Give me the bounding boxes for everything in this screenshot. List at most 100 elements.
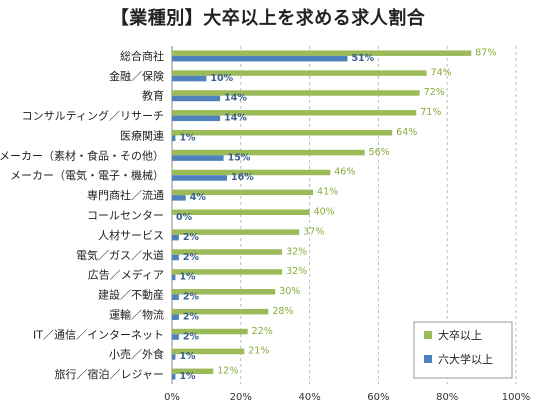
bar-daisotsu — [172, 50, 472, 56]
data-label: 32% — [286, 266, 307, 277]
data-label: 40% — [314, 207, 335, 218]
bar-daisotsu — [172, 70, 427, 76]
category-label: 建設／不動産 — [98, 288, 164, 302]
data-label: 87% — [475, 47, 496, 58]
data-label: 16% — [231, 172, 254, 183]
bar-daisotsu — [172, 90, 420, 96]
category-label: コールセンター — [87, 209, 164, 222]
bar-daisotsu — [172, 110, 417, 116]
category-label: 電気／ガス／水道 — [76, 248, 164, 262]
bar-rokudaigaku — [172, 75, 207, 82]
bar-daisotsu — [172, 269, 283, 275]
data-label: 12% — [217, 366, 238, 377]
bar-rokudaigaku — [172, 175, 228, 181]
data-label: 2% — [183, 331, 200, 342]
category-label: コンサルティング／リサーチ — [22, 109, 164, 123]
x-tick-labels: 0% 20% 40% 60% 80% 100% — [164, 392, 530, 403]
data-label: 1% — [179, 272, 196, 283]
category-labels: 総合商社金融／保険教育コンサルティング／リサーチ医療関連メーカー（素材・食品・そ… — [0, 49, 164, 381]
x-tick-label: 20% — [230, 392, 252, 403]
legend-swatch — [424, 331, 432, 339]
bar-daisotsu — [172, 249, 283, 255]
category-label: 旅行／宿泊／レジャー — [55, 367, 164, 381]
bar-rokudaigaku — [172, 115, 221, 122]
category-label: 総合商社 — [120, 49, 164, 63]
data-label: 0% — [176, 212, 193, 223]
data-label: 22% — [252, 326, 273, 337]
bar-daisotsu — [172, 229, 300, 235]
bar-rokudaigaku — [172, 55, 348, 62]
data-label: 4% — [190, 192, 207, 203]
bar-rokudaigaku — [172, 274, 176, 281]
bar-rokudaigaku — [172, 155, 224, 161]
bar-rokudaigaku — [172, 354, 176, 360]
data-label: 21% — [248, 346, 269, 357]
chart-title: 【業種別】大卒以上を求める求人割合 — [110, 8, 426, 29]
category-label: IT／通信／インターネット — [33, 328, 164, 341]
category-label: 専門商社／流通 — [87, 188, 164, 202]
data-label: 71% — [420, 107, 441, 118]
data-label: 14% — [224, 113, 247, 124]
data-label: 74% — [431, 67, 452, 78]
bars — [172, 50, 472, 380]
data-label: 32% — [286, 246, 307, 257]
bar-daisotsu — [172, 189, 314, 196]
x-tick-label: 40% — [298, 392, 320, 403]
data-label: 56% — [369, 147, 390, 158]
data-label: 2% — [183, 232, 200, 243]
bar-rokudaigaku — [172, 374, 176, 380]
legend-label: 大卒以上 — [438, 328, 482, 342]
category-label: 教育 — [142, 89, 164, 103]
data-label: 1% — [179, 351, 196, 362]
bar-daisotsu — [172, 209, 310, 215]
category-label: 小売／外食 — [109, 347, 164, 361]
legend-swatch — [424, 355, 432, 363]
data-label: 10% — [210, 73, 233, 84]
legend-label: 六大学以上 — [438, 352, 493, 366]
bar-rokudaigaku — [172, 95, 221, 102]
bar-rokudaigaku — [172, 294, 179, 301]
bar-rokudaigaku — [172, 314, 179, 320]
data-label: 2% — [183, 252, 200, 263]
x-tick-label: 60% — [367, 392, 389, 403]
bar-daisotsu — [172, 129, 393, 136]
bar-rokudaigaku — [172, 135, 176, 141]
data-label: 2% — [183, 292, 200, 303]
data-label: 64% — [396, 127, 417, 138]
bar-rokudaigaku — [172, 234, 179, 241]
data-label: 2% — [183, 311, 200, 322]
data-label: 37% — [303, 226, 324, 237]
x-tick-label: 0% — [164, 392, 180, 403]
bar-daisotsu — [172, 348, 245, 355]
bar-daisotsu — [172, 169, 331, 176]
category-label: メーカー（素材・食品・その他） — [0, 148, 164, 162]
data-label: 51% — [351, 53, 374, 64]
data-label: 15% — [228, 152, 251, 163]
data-label: 72% — [424, 87, 445, 98]
bar-daisotsu — [172, 368, 214, 375]
bar-rokudaigaku — [172, 334, 179, 340]
category-label: 金融／保険 — [109, 69, 164, 83]
bar-daisotsu — [172, 289, 276, 295]
data-label: 41% — [317, 187, 338, 198]
data-label: 1% — [179, 371, 196, 382]
bar-rokudaigaku — [172, 254, 179, 261]
bar-daisotsu — [172, 328, 248, 335]
category-label: 人材サービス — [98, 228, 164, 242]
x-tick-label: 80% — [436, 392, 458, 403]
data-label: 14% — [224, 93, 247, 104]
category-label: 医療関連 — [120, 128, 164, 142]
category-label: メーカー（電気・電子・機械） — [10, 168, 164, 182]
bar-daisotsu — [172, 149, 365, 156]
category-label: 広告／メディア — [88, 268, 164, 282]
bar-daisotsu — [172, 308, 269, 315]
data-label: 46% — [334, 167, 355, 178]
data-label: 1% — [179, 132, 196, 143]
category-label: 運輸／物流 — [109, 307, 164, 321]
value-labels: 87% 51% 74% 10% 72% 14% 71% 14% 64% 1% 56% 15% 46% 16… — [176, 47, 496, 382]
data-label: 28% — [272, 306, 293, 317]
x-tick-label: 100% — [502, 392, 531, 403]
bar-rokudaigaku — [172, 195, 186, 201]
